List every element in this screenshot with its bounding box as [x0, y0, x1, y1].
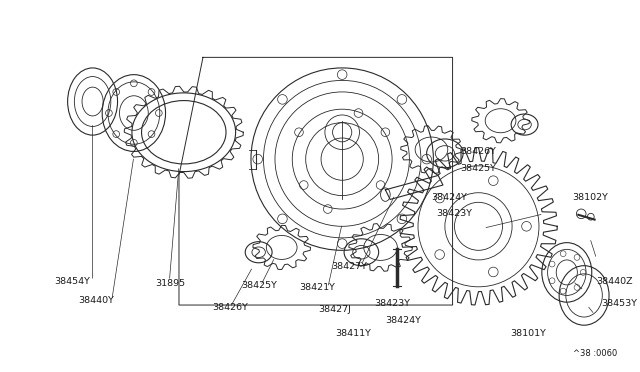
Text: 38426Y: 38426Y: [460, 147, 496, 156]
Text: 38427Y: 38427Y: [332, 262, 367, 271]
Text: 38425Y: 38425Y: [241, 281, 277, 290]
Text: 38426Y: 38426Y: [212, 304, 248, 312]
Text: 38440Y: 38440Y: [78, 296, 114, 305]
Text: 38101Y: 38101Y: [510, 329, 546, 338]
Text: 38423Y: 38423Y: [436, 209, 472, 218]
Text: 38453Y: 38453Y: [602, 299, 637, 308]
Text: 38425Y: 38425Y: [460, 164, 496, 173]
Text: 38454Y: 38454Y: [54, 276, 90, 286]
Text: 38102Y: 38102Y: [573, 193, 609, 202]
Text: 38424Y: 38424Y: [385, 316, 421, 325]
Text: 38411Y: 38411Y: [335, 329, 371, 338]
Text: 38427J: 38427J: [318, 305, 351, 314]
Text: 38423Y: 38423Y: [374, 299, 410, 308]
Text: 31895: 31895: [155, 279, 185, 288]
Text: 38424Y: 38424Y: [431, 193, 467, 202]
Text: ^38 :0060: ^38 :0060: [573, 349, 617, 357]
Text: 38440Z: 38440Z: [596, 276, 633, 286]
Text: 38421Y: 38421Y: [299, 283, 335, 292]
